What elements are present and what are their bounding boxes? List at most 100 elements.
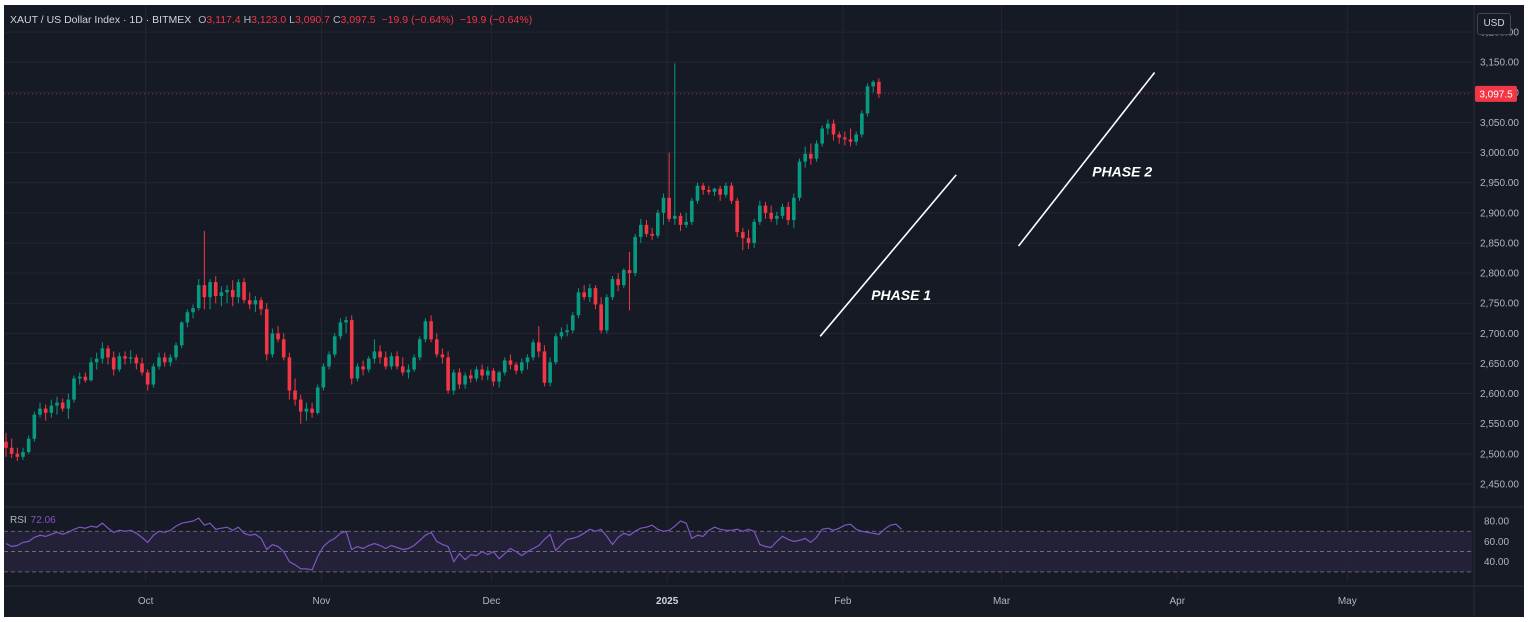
candle-body [259,300,263,310]
y-tick-label: 2,850.00 [1480,238,1519,249]
candle-body [310,408,314,413]
candle-body [349,320,354,379]
candle-body [701,185,705,190]
trendline [1017,71,1156,247]
candle-body [77,376,82,379]
candle-body [780,206,785,216]
rsi-tick-label: 60.00 [1484,537,1509,548]
candle-body [684,221,688,225]
rsi-tick-label: 80.00 [1484,517,1509,528]
candle-body [145,372,150,385]
candle-body [83,376,88,381]
candle-body [111,357,116,370]
candle-body [587,288,592,298]
candle-body [582,292,586,298]
candle-body [650,233,654,236]
candle-body [140,363,144,373]
candle-body [117,356,122,370]
candle-body [202,285,207,298]
y-tick-label: 3,000.00 [1480,148,1519,159]
y-tick-label: 2,900.00 [1480,208,1519,219]
phase-annotation: PHASE 1 [871,287,931,303]
last-price-label: 3,097.5 [1479,89,1513,100]
candle-body [809,153,813,159]
candle-body [94,358,99,363]
candle-body [417,339,422,358]
x-tick-label: Mar [993,596,1011,607]
candle-body [820,128,824,144]
candle-body [775,215,779,219]
candle-body [361,366,365,370]
y-tick-label: 2,650.00 [1480,359,1519,370]
x-tick-label: Apr [1169,596,1185,607]
open-label: O [198,14,207,26]
candle-body [157,357,161,367]
candle-body [26,438,31,452]
candle-body [536,342,541,352]
candle-body [741,232,745,239]
candle-body [553,336,558,363]
candle-body [219,292,224,296]
candle-body [502,360,507,373]
candle-body [236,282,241,298]
close-label: C [332,14,341,26]
candle-body [627,270,632,274]
candle-body [690,200,694,222]
candle-body [168,357,173,363]
chart-frame: Oct Nov Dec 2025 Feb Mar Apr May 2,450.00 2,500.0… [4,5,1524,617]
y-tick-label: 2,750.00 [1480,299,1519,310]
candle-body [871,81,875,87]
candle-body [123,356,127,359]
currency-button[interactable]: USD [1477,13,1511,35]
candle-body [434,339,439,355]
candle-body [89,362,93,381]
candle-body [32,414,37,439]
symbol-title[interactable]: XAUT / US Dollar Index · 1D · BITMEX [10,14,192,26]
y-tick-label: 3,050.00 [1480,118,1519,129]
candle-body [763,205,768,213]
candle-body [480,369,484,376]
candle-body [752,221,756,243]
candle-body [519,362,524,371]
candle-body [463,375,467,385]
y-tick-label: 2,800.00 [1480,269,1519,280]
candle-body [253,300,258,305]
main-chart[interactable]: Oct Nov Dec 2025 Feb Mar Apr May 2,450.00 2,500.0… [4,5,1524,617]
candle-body [446,357,450,391]
candle-body [128,357,133,359]
candle-body [468,375,473,379]
rsi-band-fill [4,531,1472,572]
candle-body [616,279,620,286]
candle-body [100,348,105,359]
candle-body [179,322,184,346]
last-price-badge [1475,85,1517,102]
candle-body [860,113,864,135]
candle-body [293,390,297,400]
y-tick-label: 2,450.00 [1480,479,1519,490]
candle-body [656,212,660,236]
candle-body [826,123,830,129]
chart-background [4,5,1524,617]
rsi-tick-label: 40.00 [1484,557,1509,568]
x-tick-label: Dec [483,596,501,607]
rsi-value: 72.06 [30,515,56,526]
candle-body [712,188,717,192]
candle-body [247,300,252,305]
candle-body [298,399,303,412]
candle-body [344,320,348,323]
candle-body [400,366,405,373]
candle-body [230,289,235,298]
candle-body [281,339,286,358]
candle-body [264,309,269,355]
candle-body [758,205,762,222]
x-tick-label: 2025 [656,596,679,607]
candle-body [38,408,42,415]
high-value: 3,123.0 [251,14,287,26]
rsi-legend[interactable]: RSI 72.06 [10,515,56,526]
rsi-label: RSI [10,515,27,526]
candle-body [60,402,65,409]
candle-body [474,369,479,379]
candle-body [707,189,711,192]
symbol-legend: XAUT / US Dollar Index · 1D · BITMEX O 3,… [10,14,532,26]
candle-body [593,288,598,305]
